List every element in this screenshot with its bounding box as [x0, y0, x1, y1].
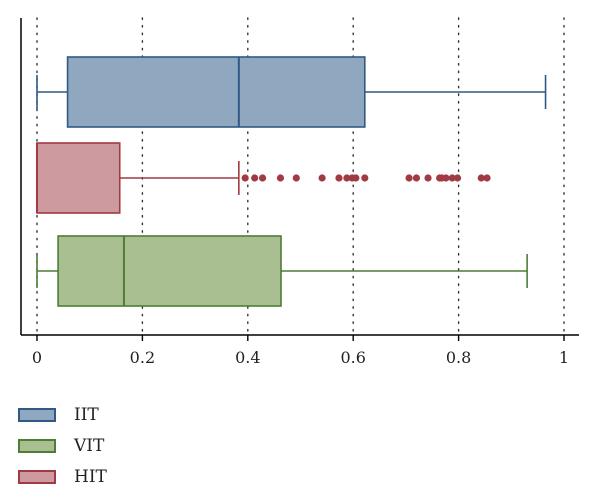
x-tick-label: 0.4	[235, 348, 260, 367]
legend-label-hit: HIT	[74, 466, 107, 487]
x-tick-label: 0	[32, 348, 42, 367]
legend-label-iit: IIT	[74, 404, 99, 425]
outlier-point	[258, 174, 267, 182]
x-tick-label: 0.2	[130, 348, 155, 367]
axes	[20, 18, 579, 336]
legend-swatch-hit	[18, 469, 56, 484]
box-series	[36, 56, 547, 307]
outlier-point	[477, 174, 485, 182]
x-axis-ticks: 0 0.2 0.4 0.6 0.8 1	[32, 335, 569, 367]
legend-swatch-iit	[18, 407, 56, 422]
legend: IIT VIT HIT	[18, 402, 107, 495]
box-iit	[36, 56, 547, 128]
outlier-point	[352, 174, 360, 182]
iqr-box	[36, 142, 121, 214]
outlier-point	[405, 174, 413, 182]
legend-label-vit: VIT	[74, 435, 105, 456]
outlier-point	[251, 174, 259, 182]
box-hit	[36, 142, 491, 214]
legend-swatch-vit	[18, 438, 56, 453]
outlier-point	[412, 174, 421, 182]
x-tick-label: 0.6	[340, 348, 365, 367]
boxplot-chart: 0 0.2 0.4 0.6 0.8 1	[20, 17, 579, 367]
outlier-point	[448, 174, 456, 182]
outlier-point	[424, 174, 432, 182]
legend-item-iit: IIT	[18, 402, 107, 427]
iqr-box	[66, 56, 366, 128]
x-tick-label: 1	[559, 348, 569, 367]
x-tick-label: 0.8	[446, 348, 471, 367]
legend-item-hit: HIT	[18, 464, 107, 489]
outlier-point	[361, 174, 369, 182]
outlier-point	[318, 174, 326, 182]
outlier-point	[292, 174, 300, 182]
outlier-point	[442, 174, 450, 182]
box-vit	[36, 235, 528, 307]
outlier-point	[241, 174, 249, 182]
outlier-point	[483, 174, 491, 182]
iqr-box	[57, 235, 282, 307]
outlier-point	[343, 174, 351, 182]
outlier-point	[453, 174, 462, 182]
outlier-point	[276, 174, 285, 182]
outlier-point	[335, 174, 343, 182]
legend-item-vit: VIT	[18, 433, 107, 458]
